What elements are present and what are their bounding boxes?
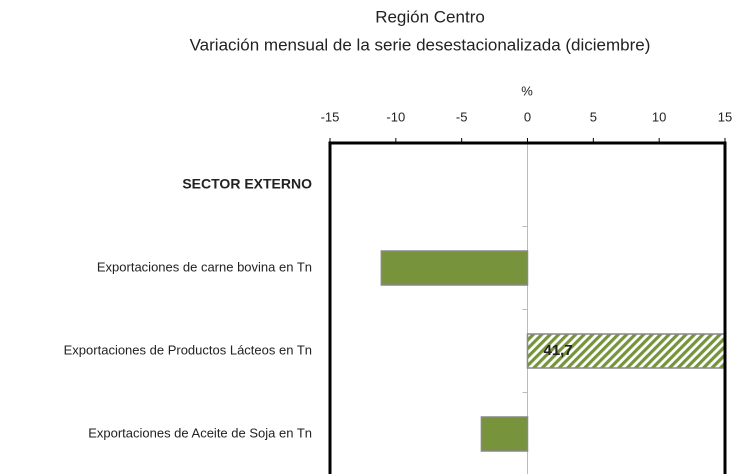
x-tick-label: -15 (321, 109, 340, 124)
x-tick-label: -10 (386, 109, 405, 124)
x-tick-label: 15 (718, 109, 732, 124)
x-tick-label: -5 (456, 109, 468, 124)
y-tick-label: Exportaciones de carne bovina en Tn (97, 259, 312, 274)
x-axis-label: % (521, 83, 533, 98)
y-tick-label: Exportaciones de Aceite de Soja en Tn (88, 425, 312, 440)
x-tick-label: 0 (524, 109, 531, 124)
bar (480, 416, 529, 452)
x-tick-label: 10 (652, 109, 666, 124)
y-tick-label: SECTOR EXTERNO (182, 176, 312, 192)
y-tick-label: Exportaciones de Productos Lácteos en Tn (64, 342, 312, 357)
value-label: 41,7 (544, 342, 573, 359)
chart-title: Región Centro (375, 7, 485, 26)
x-tick-label: 5 (590, 109, 597, 124)
plot-area (380, 143, 725, 474)
bar (380, 250, 529, 286)
chart-subtitle: Variación mensual de la serie desestacio… (190, 35, 651, 54)
bar (526, 333, 725, 369)
